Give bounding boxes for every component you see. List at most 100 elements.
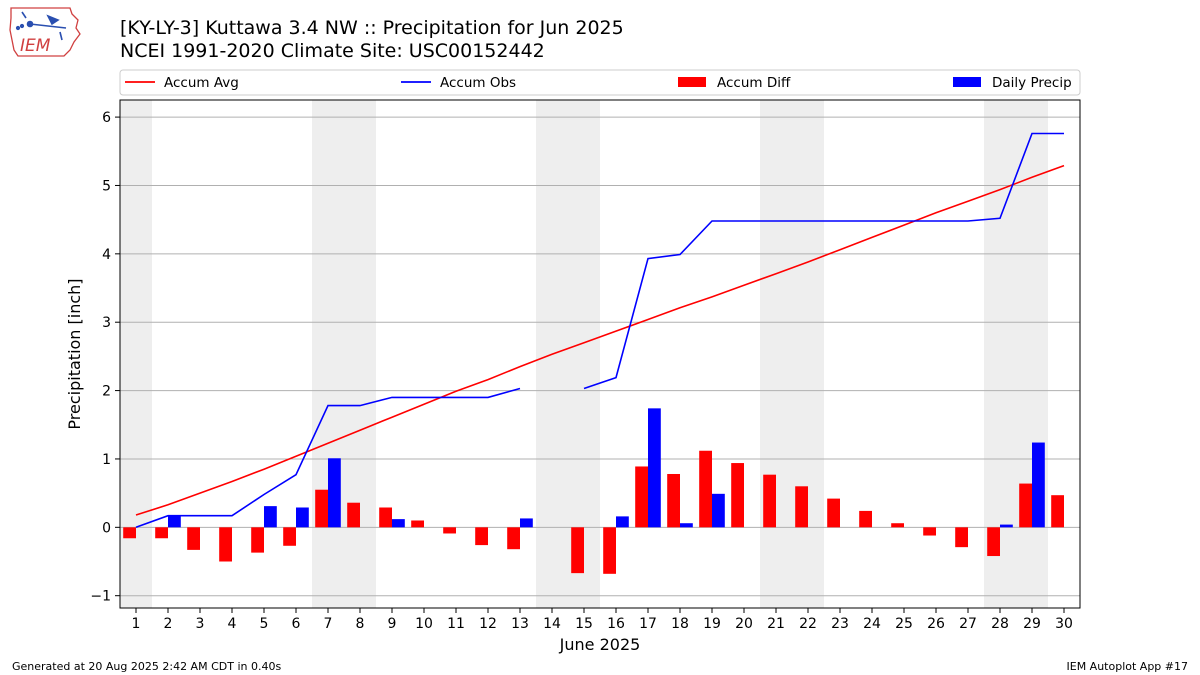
daily-precip-bar <box>168 515 181 528</box>
daily-precip-bar <box>1032 442 1045 528</box>
accum-diff-bar <box>187 527 200 550</box>
grid-lines <box>120 116 1080 597</box>
bars <box>123 408 1064 574</box>
accum-diff-bar <box>475 527 488 546</box>
accum-diff-bar <box>571 527 584 574</box>
x-tick-label: 2 <box>164 616 173 632</box>
accum-diff-bar <box>859 510 872 528</box>
x-tick-label: 6 <box>292 616 301 632</box>
accum-avg-line <box>135 164 1065 516</box>
x-tick-label: 23 <box>831 616 849 632</box>
accum-diff-bar <box>443 527 456 534</box>
accum-diff-bar <box>987 527 1000 557</box>
accum-diff-bar <box>795 486 808 528</box>
accum-diff-bar <box>283 527 296 546</box>
logo-text: IEM <box>20 36 51 56</box>
weekend-band <box>312 100 376 608</box>
y-axis-label: Precipitation [inch] <box>65 278 84 429</box>
lines <box>135 132 1065 529</box>
y-tick-label: 4 <box>102 247 111 263</box>
accum-diff-bar <box>1051 495 1064 528</box>
accum-diff-bar <box>315 489 328 528</box>
legend-label: Accum Obs <box>440 75 516 91</box>
y-tick-label: 6 <box>102 110 111 126</box>
accum-diff-bar <box>411 520 424 528</box>
daily-precip-bar <box>648 408 661 528</box>
accum-obs-line <box>135 387 521 529</box>
legend: Accum Avg Accum Obs Accum Diff Daily Precip <box>119 69 1081 96</box>
x-tick-label: 1 <box>132 616 141 632</box>
x-tick-label: 22 <box>799 616 817 632</box>
accum-diff-bar <box>507 527 520 550</box>
weekend-band <box>536 100 600 608</box>
x-tick-label: 29 <box>1023 616 1041 632</box>
accum-obs-line <box>583 132 1064 390</box>
x-tick-label: 12 <box>479 616 497 632</box>
accum-diff-bar <box>219 527 232 562</box>
legend-label: Accum Diff <box>717 75 791 91</box>
x-tick-label: 18 <box>671 616 689 632</box>
chart-subtitle: NCEI 1991-2020 Climate Site: USC00152442 <box>120 40 545 62</box>
accum-diff-bar <box>731 463 744 528</box>
accum-diff-bar <box>155 527 168 539</box>
accum-diff-bar <box>955 527 968 548</box>
accum-diff-bar <box>379 507 392 528</box>
accum-diff-bar <box>123 527 136 539</box>
x-tick-label: 17 <box>639 616 657 632</box>
legend-label: Daily Precip <box>992 75 1072 91</box>
accum-diff-bar <box>923 527 936 536</box>
daily-precip-bar <box>712 493 725 528</box>
y-tick-label: 3 <box>102 315 111 331</box>
iem-logo: IEM <box>8 6 82 64</box>
legend-bar-swatch <box>953 77 981 87</box>
x-tick-label: 26 <box>927 616 945 632</box>
legend-label: Accum Avg <box>164 75 239 91</box>
x-tick-label: 4 <box>228 616 237 632</box>
x-tick-label: 9 <box>388 616 397 632</box>
chart-title: [KY-LY-3] Kuttawa 3.4 NW :: Precipitatio… <box>120 17 624 39</box>
x-axis-ticks: 1 2 3 4 5 6 7 8 9 10 11 12 13 14 15 16 17 18 19 20 21 22 23 24 2… <box>132 608 1073 632</box>
x-tick-label: 24 <box>863 616 881 632</box>
weekend-band <box>760 100 824 608</box>
daily-precip-bar <box>1000 524 1013 528</box>
y-tick-label: 5 <box>102 178 111 194</box>
daily-precip-bar <box>264 506 277 528</box>
x-tick-label: 20 <box>735 616 753 632</box>
x-tick-label: 21 <box>767 616 785 632</box>
y-tick-label: −1 <box>90 589 111 605</box>
accum-diff-bar <box>603 527 616 574</box>
accum-diff-bar <box>635 466 648 528</box>
accum-diff-bar <box>699 450 712 528</box>
x-tick-label: 30 <box>1055 616 1073 632</box>
weekend-shading <box>120 100 1048 608</box>
daily-precip-bar <box>296 507 309 528</box>
legend-bar-swatch <box>678 77 706 87</box>
accum-diff-bar <box>827 498 840 528</box>
x-tick-label: 14 <box>543 616 561 632</box>
accum-diff-bar <box>763 474 776 528</box>
daily-precip-bar <box>392 519 405 528</box>
x-tick-label: 27 <box>959 616 977 632</box>
y-tick-label: 0 <box>102 520 111 536</box>
y-axis-ticks: −1 0 1 2 3 4 5 6 <box>90 110 120 605</box>
x-tick-label: 10 <box>415 616 433 632</box>
x-tick-label: 28 <box>991 616 1009 632</box>
x-tick-label: 13 <box>511 616 529 632</box>
daily-precip-bar <box>328 458 341 528</box>
x-tick-label: 25 <box>895 616 913 632</box>
x-axis-label: June 2025 <box>559 635 641 654</box>
accum-diff-bar <box>251 527 264 553</box>
daily-precip-bar <box>616 516 629 528</box>
plot-frame <box>119 99 1081 609</box>
accum-diff-bar <box>891 523 904 528</box>
x-tick-label: 16 <box>607 616 625 632</box>
accum-diff-bar <box>1019 483 1032 528</box>
daily-precip-bar <box>520 518 533 528</box>
x-tick-label: 7 <box>324 616 333 632</box>
x-tick-label: 3 <box>196 616 205 632</box>
x-tick-label: 11 <box>447 616 465 632</box>
footer-app: IEM Autoplot App #17 <box>1066 660 1189 673</box>
legend-box <box>119 69 1081 96</box>
accum-diff-bar <box>667 473 680 528</box>
